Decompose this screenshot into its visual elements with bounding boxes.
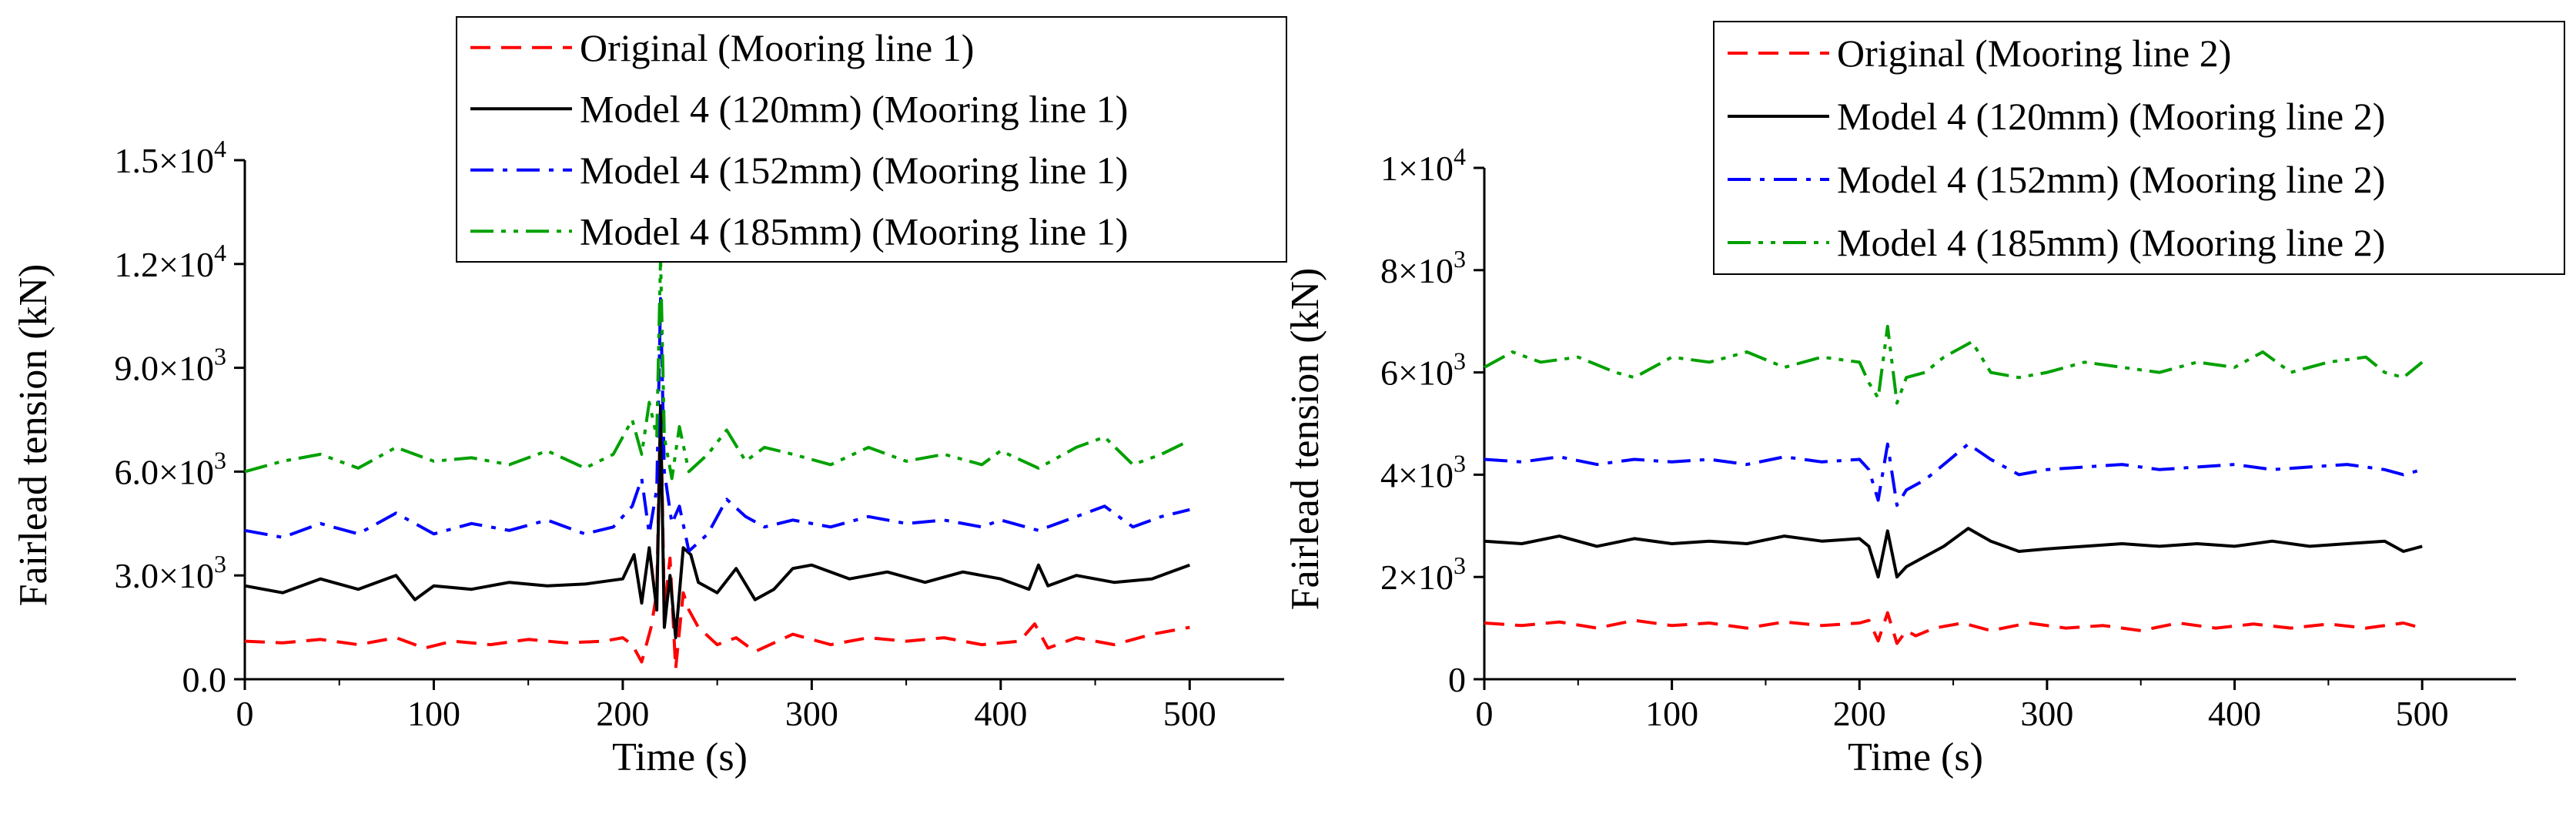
legend: Original (Mooring line 1) Model 4 (120mm)… [456, 16, 1287, 263]
series-line-0 [244, 400, 1190, 671]
x-tick-label: 200 [1833, 694, 1886, 733]
y-tick-label: 4×103 [1380, 449, 1466, 494]
legend: Original (Mooring line 2) Model 4 (120mm)… [1713, 21, 2565, 275]
x-tick-label: 300 [2020, 694, 2073, 733]
y-tick-label: 0.0 [182, 660, 227, 699]
x-tick-label: 100 [407, 694, 460, 733]
legend-label-1: Model 4 (120mm) (Mooring line 2) [1837, 95, 2385, 138]
series-line-1 [244, 404, 1190, 640]
x-axis-title: Time (s) [612, 735, 748, 779]
x-tick-label: 400 [2208, 694, 2261, 733]
legend-label-1: Model 4 (120mm) (Mooring line 1) [580, 87, 1128, 130]
y-axis-title: Fairlead tension (kN) [1283, 268, 1327, 611]
y-tick-label: 0 [1448, 660, 1466, 699]
series-line-3 [1484, 324, 2424, 405]
y-tick-label: 1.5×104 [115, 135, 226, 180]
x-axis-title: Time (s) [1848, 735, 1983, 779]
legend-label-3: Model 4 (185mm) (Mooring line 2) [1837, 221, 2385, 264]
x-tick-label: 500 [2396, 694, 2449, 733]
y-tick-label: 1×104 [1380, 142, 1466, 188]
y-tick-label: 2×103 [1380, 551, 1466, 597]
y-tick-label: 1.2×104 [115, 239, 226, 284]
series-line-2 [1484, 442, 2423, 507]
chart-left: 0 100 200 300 400 500 0.0 3.0×103 6.0×103 9.0×103… [12, 16, 1287, 779]
y-axis-title: Fairlead tension (kN) [12, 264, 55, 607]
legend-box [1713, 21, 2565, 275]
legend-box [456, 16, 1287, 263]
x-tick-label: 0 [236, 694, 254, 733]
x-tick-label: 100 [1645, 694, 1698, 733]
x-tick-label: 200 [596, 694, 649, 733]
x-tick-label: 400 [974, 694, 1027, 733]
legend-label-3: Model 4 (185mm) (Mooring line 1) [580, 209, 1128, 253]
x-tick-label: 300 [785, 694, 838, 733]
y-tick-label: 3.0×103 [115, 550, 226, 595]
y-tick-label: 6.0×103 [115, 446, 226, 491]
series-line-1 [1484, 527, 2423, 579]
legend-label-2: Model 4 (152mm) (Mooring line 2) [1837, 158, 2385, 201]
legend-label-2: Model 4 (152mm) (Mooring line 1) [580, 149, 1128, 192]
y-tick-label: 9.0×103 [115, 343, 226, 388]
series-line-0 [1484, 611, 2423, 645]
x-tick-label: 0 [1476, 694, 1494, 733]
series-line-3 [244, 255, 1191, 481]
series-line-2 [244, 296, 1190, 553]
legend-label-0: Original (Mooring line 1) [580, 26, 974, 69]
y-tick-label: 8×103 [1380, 245, 1466, 290]
y-tick-label: 6×103 [1380, 347, 1466, 393]
chart-right: 0 100 200 300 400 500 0 2×103 4×103 6×103 8×103 1×1… [1283, 21, 2565, 779]
x-tick-label: 500 [1163, 694, 1216, 733]
legend-label-0: Original (Mooring line 2) [1837, 32, 2231, 75]
